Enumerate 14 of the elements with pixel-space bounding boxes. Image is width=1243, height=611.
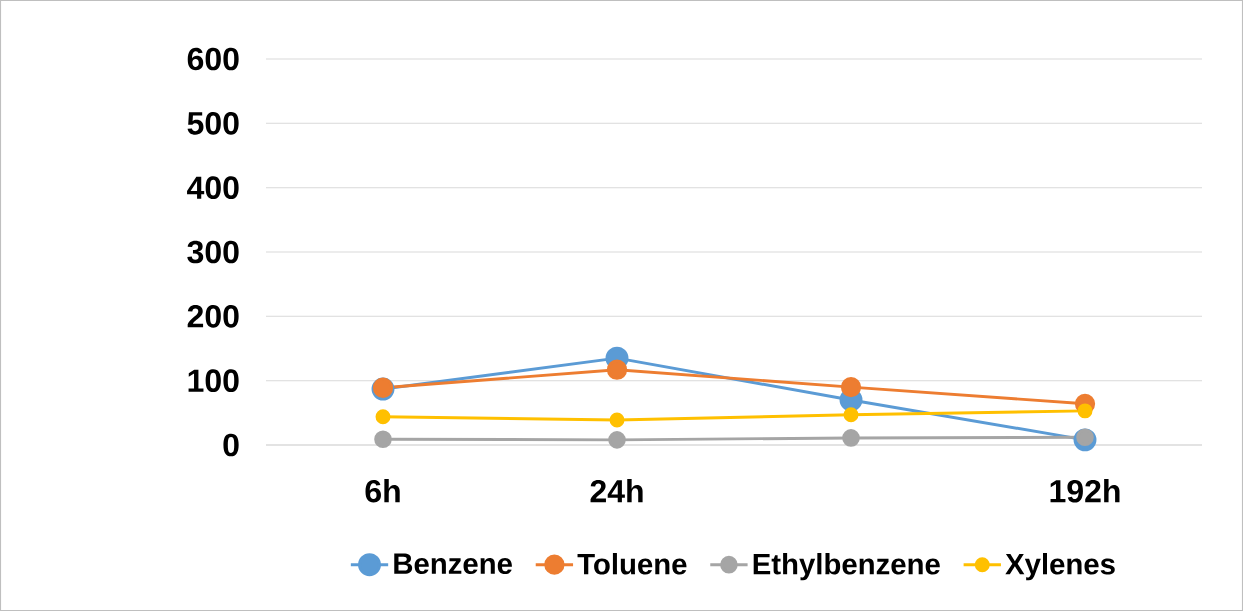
x-tick-label: 192h bbox=[1050, 479, 1120, 503]
y-tick-label: 300 bbox=[187, 240, 239, 264]
legend-label: Xylenes bbox=[1005, 553, 1115, 581]
y-tick-label: 600 bbox=[187, 47, 239, 71]
x-tick-label: 6h bbox=[365, 479, 400, 503]
legend-label: Toluene bbox=[577, 553, 687, 575]
y-tick-label: 100 bbox=[188, 369, 239, 392]
y-tick-label: 200 bbox=[187, 305, 239, 328]
y-tick-label: 0 bbox=[223, 433, 239, 457]
legend-label: Ethylbenzene bbox=[753, 553, 940, 581]
y-tick-label: 500 bbox=[187, 112, 239, 135]
y-tick-label: 400 bbox=[187, 176, 239, 199]
legend-label: Benzene bbox=[394, 553, 512, 575]
x-tick-label: 24h bbox=[590, 479, 643, 503]
